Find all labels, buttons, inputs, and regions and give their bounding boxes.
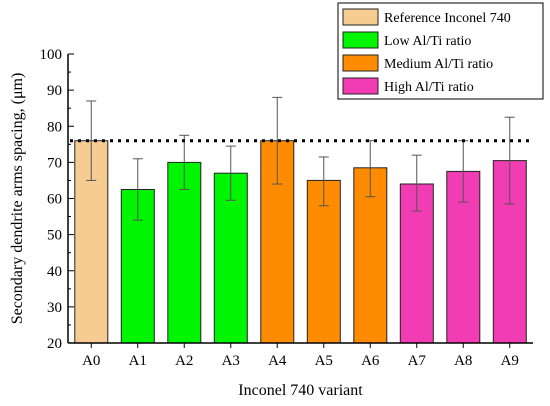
legend-swatch: [342, 31, 379, 49]
error-bar-a5: [318, 156, 329, 207]
error-bar-a7: [411, 154, 422, 212]
error-bar-a3: [225, 145, 236, 201]
error-bar-a1: [132, 158, 143, 221]
y-tick-label-80: 80: [47, 119, 62, 135]
x-tick-label-a3: A3: [222, 353, 240, 369]
legend-swatch: [342, 77, 379, 95]
y-tick-label-60: 60: [47, 192, 62, 208]
x-tick-label-a7: A7: [408, 353, 427, 369]
y-tick-label-70: 70: [47, 155, 62, 171]
x-tick-label-a1: A1: [129, 353, 147, 369]
x-axis-title: Inconel 740 variant: [238, 382, 363, 399]
legend-label: High Al/Ti ratio: [384, 80, 474, 95]
error-bar-a4: [272, 96, 283, 185]
error-bars-layer: [86, 96, 515, 221]
y-tick-label-90: 90: [47, 83, 62, 99]
y-tick-label-50: 50: [47, 228, 62, 244]
x-tick-label-a6: A6: [361, 353, 380, 369]
y-axis-title: Secondary dendrite arms spacing, (μm): [9, 73, 26, 325]
error-bar-a9: [504, 116, 515, 205]
bar-a3: [213, 172, 248, 344]
legend-swatch: [342, 54, 379, 72]
y-tick-label-100: 100: [40, 47, 63, 63]
x-tick-label-a4: A4: [268, 353, 287, 369]
error-bar-a0: [86, 100, 97, 181]
x-tick-label-a5: A5: [315, 353, 333, 369]
x-ticks-layer: A0 A1 A2 A3 A4 A5 A6 A7 A8 A9: [82, 343, 519, 369]
bar-a5: [306, 179, 341, 344]
y-tick-label-20: 20: [47, 336, 62, 352]
x-tick-label-a8: A8: [454, 353, 472, 369]
x-tick-label-a2: A2: [175, 353, 193, 369]
legend-swatch: [342, 8, 379, 26]
legend-label: Low Al/Ti ratio: [384, 34, 471, 49]
legend: Reference Inconel 740 Low Al/Ti ratio Medi…: [337, 2, 544, 100]
x-tick-label-a9: A9: [501, 353, 519, 369]
legend-label: Reference Inconel 740: [384, 11, 511, 26]
x-tick-label-a0: A0: [82, 353, 100, 369]
error-bar-a2: [179, 134, 190, 190]
legend-label: Medium Al/Ti ratio: [384, 57, 493, 72]
y-tick-label-30: 30: [47, 300, 62, 316]
y-ticks-layer: 20 30 40 50 60 70 80 90 100: [40, 47, 74, 352]
bars-layer: [74, 140, 527, 344]
y-tick-label-40: 40: [47, 264, 62, 280]
